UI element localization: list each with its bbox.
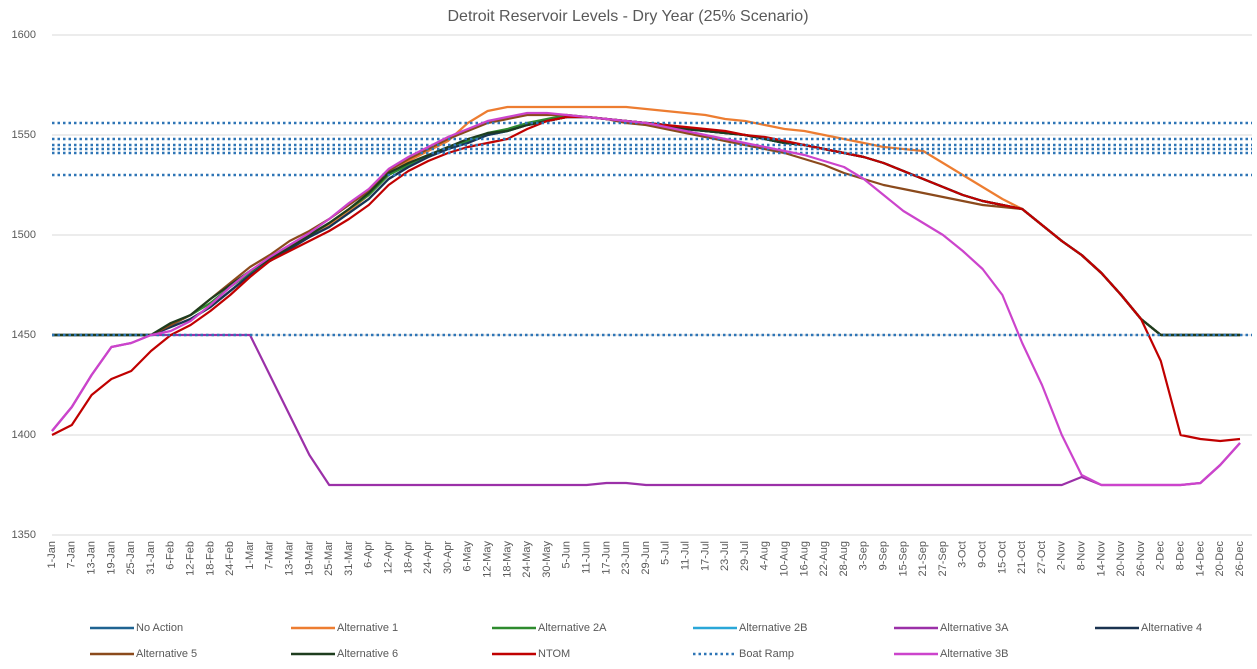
x-tick-label: 12-Feb: [185, 541, 197, 576]
legend-label: Boat Ramp: [739, 648, 794, 660]
x-tick-label: 4-Aug: [759, 541, 771, 570]
x-tick-label: 1-Mar: [244, 541, 256, 570]
x-tick-label: 30-Apr: [442, 541, 454, 574]
x-tick-label: 12-May: [482, 541, 494, 578]
x-tick-label: 10-Aug: [779, 541, 791, 576]
x-tick-label: 11-Jun: [581, 541, 593, 574]
x-tick-label: 27-Sep: [937, 541, 949, 576]
legend-label: No Action: [136, 622, 183, 634]
x-tick-label: 20-Nov: [1115, 541, 1127, 577]
x-tick-label: 14-Dec: [1194, 541, 1206, 577]
x-tick-label: 21-Sep: [917, 541, 929, 576]
legend-label: Alternative 3A: [940, 622, 1009, 634]
x-tick-label: 31-Jan: [145, 541, 157, 575]
x-tick-label: 25-Jan: [125, 541, 137, 575]
x-tick-label: 25-Mar: [323, 541, 335, 576]
x-tick-label: 26-Dec: [1234, 541, 1246, 577]
x-tick-label: 24-May: [521, 541, 533, 578]
x-tick-label: 9-Oct: [977, 541, 989, 568]
x-tick-label: 23-Jul: [719, 541, 731, 571]
x-tick-label: 15-Oct: [996, 541, 1008, 574]
legend-label: NTOM: [538, 648, 570, 660]
x-tick-label: 2-Nov: [1056, 541, 1068, 571]
x-tick-label: 19-Jan: [105, 541, 117, 575]
x-tick-label: 31-Mar: [343, 541, 355, 576]
legend-label: Alternative 1: [337, 622, 398, 634]
x-tick-label: 5-Jul: [660, 541, 672, 565]
series-line: [51, 333, 1241, 487]
legend-label: Alternative 3B: [940, 648, 1008, 660]
x-tick-label: 29-Jul: [739, 541, 751, 571]
y-tick-label: 1600: [12, 29, 36, 41]
legend-label: Alternative 4: [1141, 622, 1202, 634]
x-tick-label: 3-Oct: [957, 541, 969, 568]
x-tick-label: 18-Feb: [204, 541, 216, 576]
x-tick-label: 27-Oct: [1036, 541, 1048, 574]
y-tick-label: 1350: [12, 529, 36, 541]
x-tick-label: 24-Apr: [422, 541, 434, 574]
x-tick-label: 28-Aug: [838, 541, 850, 576]
x-tick-label: 19-Mar: [303, 541, 315, 576]
x-tick-label: 18-Apr: [402, 541, 414, 574]
x-tick-label: 17-Jul: [699, 541, 711, 571]
x-tick-label: 21-Oct: [1016, 541, 1028, 574]
x-tick-label: 26-Nov: [1135, 541, 1147, 577]
x-tick-label: 6-May: [462, 541, 474, 572]
x-tick-label: 18-May: [501, 541, 513, 578]
series-line: [51, 111, 1241, 487]
x-tick-label: 6-Feb: [165, 541, 177, 570]
x-tick-label: 30-May: [541, 541, 553, 578]
x-tick-label: 17-Jun: [600, 541, 612, 575]
x-tick-label: 23-Jun: [620, 541, 632, 575]
x-tick-label: 15-Sep: [897, 541, 909, 576]
series-line: [51, 115, 1241, 443]
x-tick-label: 16-Aug: [798, 541, 810, 576]
y-tick-label: 1400: [12, 429, 36, 441]
x-tick-label: 6-Apr: [363, 541, 375, 568]
x-tick-label: 7-Mar: [264, 541, 276, 570]
x-tick-label: 11-Jul: [680, 541, 692, 570]
chart-title: Detroit Reservoir Levels - Dry Year (25%…: [447, 8, 808, 25]
legend-label: Alternative 6: [337, 648, 398, 660]
x-tick-label: 5-Jun: [561, 541, 573, 569]
legend-label: Alternative 2B: [739, 622, 807, 634]
x-tick-label: 3-Sep: [858, 541, 870, 570]
x-tick-label: 2-Dec: [1155, 541, 1167, 571]
series-line: [52, 105, 1240, 337]
x-tick-label: 7-Jan: [66, 541, 78, 569]
y-tick-label: 1550: [12, 129, 36, 141]
x-tick-label: 12-Apr: [383, 541, 395, 574]
x-tick-label: 22-Aug: [818, 541, 830, 576]
legend-label: Alternative 5: [136, 648, 197, 660]
x-tick-label: 8-Dec: [1175, 541, 1187, 571]
legend-label: Alternative 2A: [538, 622, 607, 634]
x-tick-label: 29-Jun: [640, 541, 652, 575]
y-tick-label: 1450: [12, 329, 36, 341]
x-tick-label: 8-Nov: [1076, 541, 1088, 571]
x-tick-label: 14-Nov: [1095, 541, 1107, 577]
x-tick-label: 1-Jan: [46, 541, 58, 569]
x-tick-label: 13-Mar: [284, 541, 296, 576]
x-tick-label: 20-Dec: [1214, 541, 1226, 577]
x-tick-label: 24-Feb: [224, 541, 236, 576]
x-tick-label: 13-Jan: [86, 541, 98, 575]
y-tick-label: 1500: [12, 229, 36, 241]
x-tick-label: 9-Sep: [878, 541, 890, 570]
